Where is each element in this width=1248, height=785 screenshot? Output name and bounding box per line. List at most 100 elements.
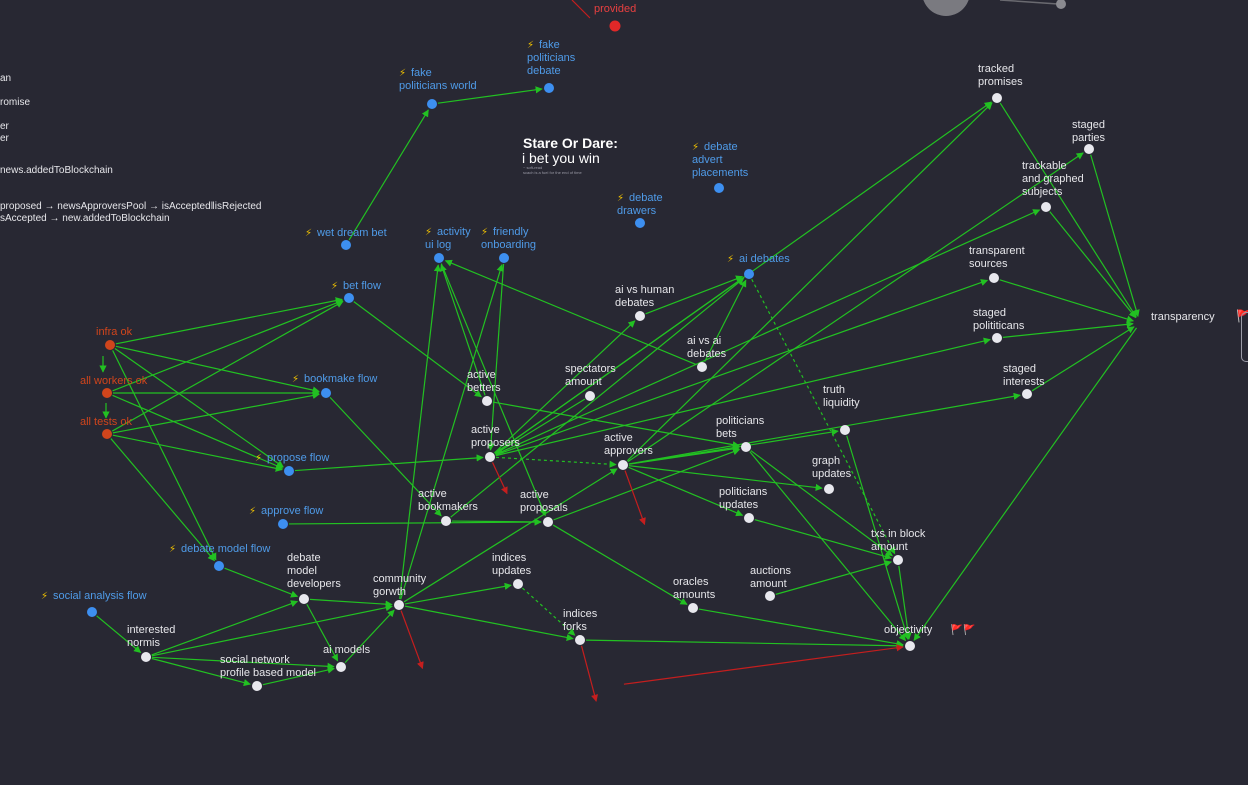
node-dot[interactable]: [697, 362, 707, 372]
node-dot[interactable]: [87, 607, 97, 617]
node-dot[interactable]: [635, 218, 645, 228]
node-dot[interactable]: [635, 311, 645, 321]
node-dot[interactable]: [744, 513, 754, 523]
node-dot[interactable]: [141, 652, 151, 662]
node-dot[interactable]: [1084, 144, 1094, 154]
node-dot[interactable]: [427, 99, 437, 109]
node-dot[interactable]: [482, 396, 492, 406]
node-dot[interactable]: [344, 293, 354, 303]
node-dot[interactable]: [741, 442, 751, 452]
node-dot[interactable]: [214, 561, 224, 571]
node-dot[interactable]: [336, 662, 346, 672]
node-dot[interactable]: [992, 333, 1002, 343]
node-dot[interactable]: [105, 340, 115, 350]
node-dot[interactable]: [992, 93, 1002, 103]
node-dot[interactable]: [544, 83, 554, 93]
node-dot[interactable]: [252, 681, 262, 691]
node-dot[interactable]: [394, 600, 404, 610]
node-dot[interactable]: [618, 460, 628, 470]
node-dot[interactable]: [893, 555, 903, 565]
node-dot[interactable]: [441, 516, 451, 526]
node-debate-model-flow[interactable]: ⚡ debate model flow: [169, 543, 270, 571]
node-dot[interactable]: [765, 591, 775, 601]
node-dot[interactable]: [284, 466, 294, 476]
node-provided[interactable]: provided: [594, 3, 636, 32]
node-dot[interactable]: [102, 429, 112, 439]
node-wet-dream-bet[interactable]: ⚡ wet dream bet: [305, 227, 387, 250]
node-social-analysis-flow[interactable]: ⚡ social analysis flow: [41, 590, 147, 617]
node-dot[interactable]: [744, 269, 754, 279]
node-bet-flow[interactable]: ⚡ bet flow: [331, 280, 381, 303]
node-dot[interactable]: [585, 391, 595, 401]
node-dot[interactable]: [688, 603, 698, 613]
node-dot[interactable]: [1022, 389, 1032, 399]
node-dot[interactable]: [513, 579, 523, 589]
node-propose-flow[interactable]: ⚡ propose flow: [255, 452, 329, 476]
node-dot[interactable]: [543, 517, 553, 527]
node-dot[interactable]: [341, 240, 351, 250]
node-all-tests-ok[interactable]: all tests ok: [80, 416, 132, 439]
board-subtitle: i bet you win: [522, 150, 600, 166]
node-bookmake-flow[interactable]: ⚡ bookmake flow: [292, 373, 377, 398]
node-dot[interactable]: [575, 635, 585, 645]
node-dot[interactable]: [499, 253, 509, 263]
side-panel-handle[interactable]: [1241, 312, 1248, 362]
node-dot[interactable]: [824, 484, 834, 494]
node-dot[interactable]: [485, 452, 495, 462]
node-dot[interactable]: [321, 388, 331, 398]
node-dot[interactable]: [714, 183, 724, 193]
node-dot[interactable]: [299, 594, 309, 604]
node-dot[interactable]: [278, 519, 288, 529]
node-objectivity[interactable]: objectivity 🚩🚩: [884, 623, 976, 651]
node-dot[interactable]: [1041, 202, 1051, 212]
node-dot[interactable]: [840, 425, 850, 435]
node-dot[interactable]: [905, 641, 915, 651]
node-label: profile based model: [220, 667, 316, 679]
edge-arrow: [913, 327, 1138, 641]
node-approve-flow[interactable]: ⚡ approve flow: [249, 505, 323, 529]
node-all-workers-ok[interactable]: all workers ok: [80, 375, 148, 398]
node-dot[interactable]: [609, 20, 621, 32]
node-infra-ok[interactable]: infra ok: [96, 326, 133, 350]
node-dot[interactable]: [989, 273, 999, 283]
node-transparency[interactable]: transparency 🚩: [1151, 309, 1248, 323]
node-dot[interactable]: [434, 253, 444, 263]
node-ai-models[interactable]: ai models: [323, 644, 371, 672]
node-ai-debates[interactable]: ⚡ ai debates: [727, 253, 790, 279]
node-dot[interactable]: [102, 388, 112, 398]
